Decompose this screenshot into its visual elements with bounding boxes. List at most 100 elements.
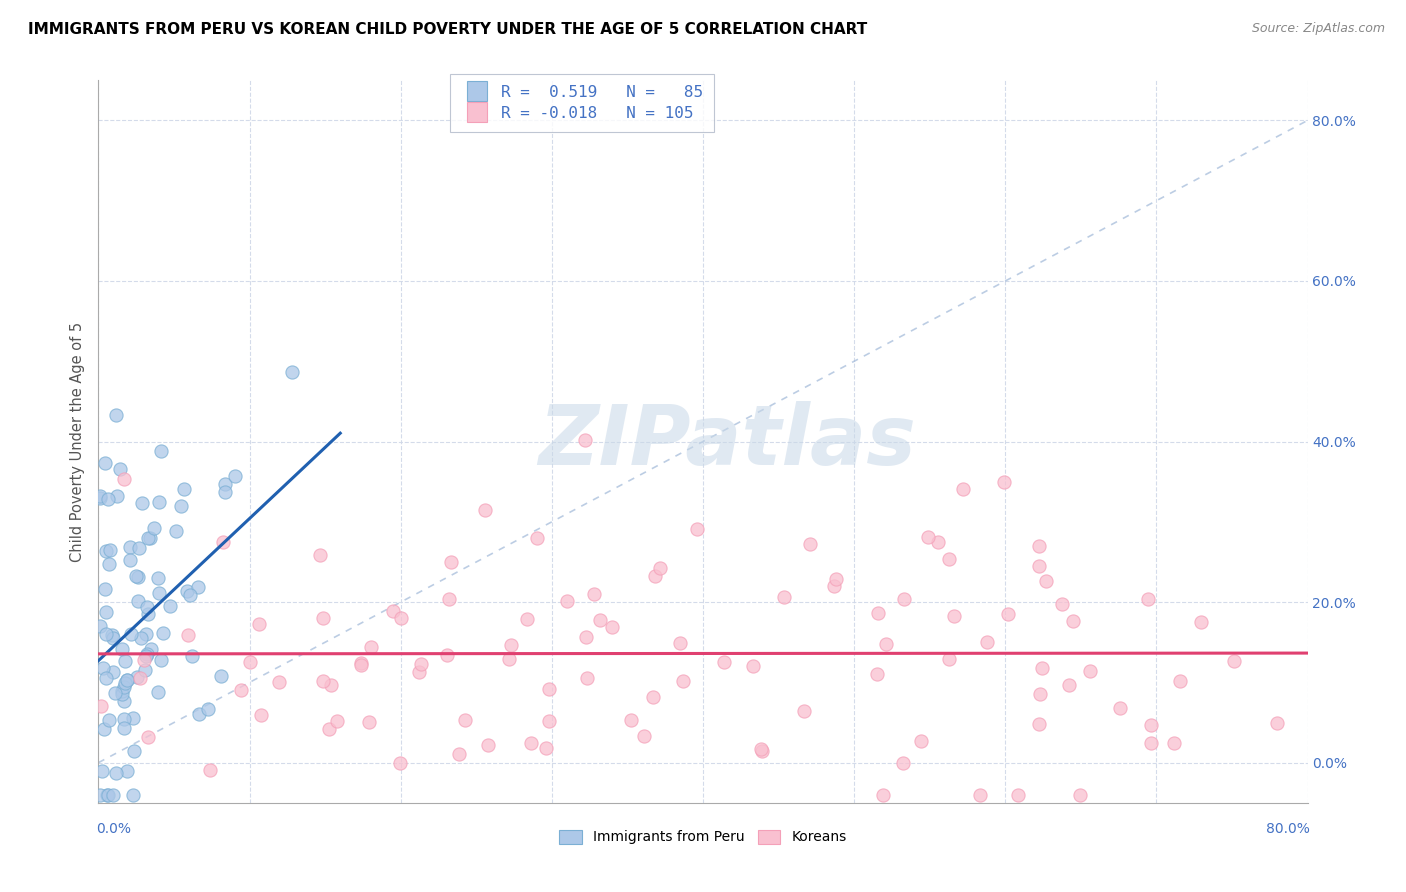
Point xyxy=(938,652,960,666)
Point xyxy=(686,522,709,536)
Point xyxy=(1059,678,1081,692)
Point xyxy=(224,469,246,483)
Point xyxy=(103,631,125,645)
Point xyxy=(111,687,134,701)
Point xyxy=(1163,736,1185,750)
Point xyxy=(136,532,159,546)
Point xyxy=(89,489,111,503)
Point xyxy=(112,681,135,695)
Point xyxy=(187,707,209,722)
Point xyxy=(868,606,890,620)
Point xyxy=(474,503,496,517)
Point xyxy=(120,552,142,566)
Point xyxy=(104,686,127,700)
Point xyxy=(499,639,522,653)
Point xyxy=(91,764,114,778)
Point xyxy=(112,472,135,486)
Point xyxy=(112,721,135,735)
Point xyxy=(1078,664,1101,678)
Point xyxy=(197,702,219,716)
Point xyxy=(176,628,198,642)
Point xyxy=(121,788,143,802)
Point xyxy=(281,366,304,380)
Point xyxy=(993,475,1015,490)
Point xyxy=(179,588,201,602)
Point xyxy=(648,561,671,575)
Point xyxy=(1108,700,1130,714)
Text: Source: ZipAtlas.com: Source: ZipAtlas.com xyxy=(1251,22,1385,36)
Point xyxy=(792,704,814,718)
Point xyxy=(1168,674,1191,689)
Point xyxy=(139,642,162,657)
Point xyxy=(114,676,136,690)
Point xyxy=(952,482,974,496)
Point xyxy=(105,408,128,422)
Point xyxy=(105,490,128,504)
Point xyxy=(669,635,692,649)
Point xyxy=(891,756,914,771)
Point xyxy=(110,462,132,476)
Point xyxy=(132,652,155,666)
Point xyxy=(214,485,236,500)
Point xyxy=(644,569,666,583)
Point xyxy=(1136,592,1159,607)
Point xyxy=(115,673,138,688)
Point xyxy=(477,738,499,752)
Point xyxy=(1028,559,1050,574)
Point xyxy=(498,651,520,665)
Point xyxy=(111,641,134,656)
Point xyxy=(97,788,120,802)
Point xyxy=(139,531,162,545)
Point xyxy=(319,678,342,692)
Point xyxy=(112,712,135,726)
Point xyxy=(589,613,612,627)
Point xyxy=(115,764,138,778)
Point xyxy=(135,627,157,641)
Point xyxy=(94,456,117,470)
Point xyxy=(1029,687,1052,701)
Point xyxy=(866,667,889,681)
Point xyxy=(713,655,735,669)
Y-axis label: Child Poverty Under the Age of 5: Child Poverty Under the Age of 5 xyxy=(70,321,86,562)
Point xyxy=(408,665,430,679)
Point xyxy=(136,647,159,661)
Point xyxy=(152,625,174,640)
Point xyxy=(112,694,135,708)
Point xyxy=(357,715,380,730)
Text: ZIPatlas: ZIPatlas xyxy=(538,401,917,482)
Point xyxy=(382,604,405,618)
Point xyxy=(575,671,598,685)
Point xyxy=(180,648,202,663)
Point xyxy=(170,499,193,513)
Point xyxy=(538,714,561,729)
Point xyxy=(312,674,335,689)
Point xyxy=(575,631,598,645)
Point xyxy=(127,669,149,683)
Point xyxy=(872,788,894,802)
Point xyxy=(94,605,117,619)
Point xyxy=(910,734,932,748)
Point xyxy=(94,671,117,685)
Point xyxy=(309,548,332,562)
Point xyxy=(136,607,159,621)
Point xyxy=(89,788,111,802)
Point xyxy=(1062,615,1084,629)
Point xyxy=(214,477,236,491)
Point xyxy=(1035,574,1057,588)
Point xyxy=(436,648,458,662)
Point xyxy=(97,491,120,506)
Point xyxy=(150,444,173,458)
Point xyxy=(312,610,335,624)
Point xyxy=(823,579,845,593)
Point xyxy=(938,551,960,566)
Point xyxy=(176,584,198,599)
Point xyxy=(96,788,118,802)
Point xyxy=(101,628,124,642)
Point xyxy=(134,663,156,677)
Point xyxy=(875,637,897,651)
Point xyxy=(1031,661,1053,675)
Point xyxy=(187,580,209,594)
Point xyxy=(148,586,170,600)
Point xyxy=(389,611,412,625)
Point xyxy=(749,742,772,756)
